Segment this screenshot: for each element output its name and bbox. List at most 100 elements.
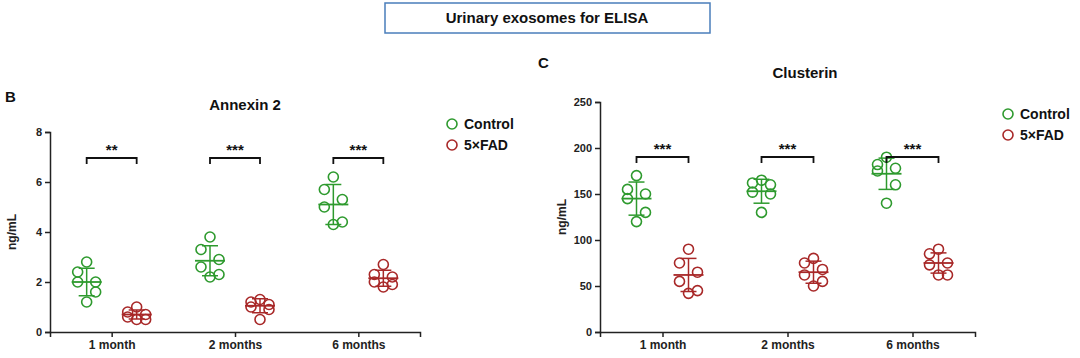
y-axis: 0 50 100 150 200 250 xyxy=(574,96,601,338)
y-axis: 02468 xyxy=(36,126,51,338)
data-point xyxy=(319,185,329,195)
y-tick: 4 xyxy=(36,226,50,238)
mean-line xyxy=(195,260,225,262)
significance-label: *** xyxy=(350,141,368,158)
y-tick-mark xyxy=(595,194,600,196)
error-cap xyxy=(202,275,218,277)
data-point xyxy=(684,244,694,254)
data-point xyxy=(328,172,338,182)
y-tick: 250 xyxy=(574,96,600,108)
data-point xyxy=(337,195,347,205)
y-tick-label: 0 xyxy=(36,326,42,338)
significance-bracket xyxy=(762,157,814,163)
significance: ******** xyxy=(87,141,384,164)
error-cap xyxy=(252,298,268,300)
x-tick-label: 6 months xyxy=(886,338,940,352)
mean-line xyxy=(674,274,704,276)
data-point xyxy=(748,187,758,197)
data-point xyxy=(196,262,206,272)
legend-label: 5×FAD xyxy=(464,137,508,153)
data-point xyxy=(205,232,215,242)
y-tick-label: 6 xyxy=(36,176,42,188)
x-axis-line xyxy=(601,333,976,338)
y-tick-label: 4 xyxy=(36,226,43,238)
y-tick-mark xyxy=(45,232,50,234)
error-cap xyxy=(129,309,145,311)
error-cap xyxy=(879,189,895,191)
data-point xyxy=(800,258,810,268)
error-cap xyxy=(629,214,645,216)
data-point xyxy=(82,257,92,267)
legend-marker xyxy=(447,140,457,150)
data-point xyxy=(925,249,935,259)
y-tick-label: 100 xyxy=(574,234,592,246)
data-point xyxy=(675,276,685,286)
error-cap xyxy=(931,272,947,274)
error-cap xyxy=(325,184,341,186)
y-tick-label: 50 xyxy=(580,280,592,292)
y-axis-title: ng/mL xyxy=(555,199,569,235)
legend-label: Control xyxy=(464,116,514,132)
error-cap xyxy=(681,258,697,260)
data-point xyxy=(378,260,388,270)
x-tick-label: 2 months xyxy=(761,338,815,352)
error-cap xyxy=(375,270,391,272)
x-tick-mark xyxy=(662,332,664,337)
y-tick-mark xyxy=(45,182,50,184)
significance-label: *** xyxy=(779,140,797,157)
error-cap xyxy=(252,312,268,314)
x-tick: 2 months xyxy=(761,332,815,352)
y-axis-line xyxy=(595,103,601,333)
y-tick: 2 xyxy=(36,276,50,288)
y-tick: 200 xyxy=(574,142,600,154)
x-tick-mark xyxy=(235,332,237,337)
significance-bracket xyxy=(637,157,689,163)
x-tick-mark xyxy=(358,332,360,337)
legend-marker xyxy=(1003,130,1013,140)
x-tick-mark xyxy=(111,332,113,337)
significance-bracket xyxy=(887,157,939,163)
y-axis-title: ng/mL xyxy=(5,214,19,250)
data-point xyxy=(255,315,265,325)
mean-line xyxy=(747,190,777,192)
error-cap xyxy=(806,260,822,262)
data-point xyxy=(632,217,642,227)
y-tick-label: 2 xyxy=(36,276,42,288)
y-tick: 150 xyxy=(574,188,600,200)
error-cap xyxy=(681,291,697,293)
y-tick-mark xyxy=(45,282,50,284)
legend-marker xyxy=(1003,109,1013,119)
legend-marker xyxy=(447,119,457,129)
significance-label: *** xyxy=(654,140,672,157)
mean-line xyxy=(72,281,102,283)
error-cap xyxy=(931,252,947,254)
legend-label: 5×FAD xyxy=(1020,127,1064,143)
mean-line xyxy=(245,305,275,307)
y-tick: 0 xyxy=(586,326,600,338)
mean-line xyxy=(318,204,348,206)
x-tick: 1 month xyxy=(89,332,136,352)
y-tick-label: 200 xyxy=(574,142,592,154)
y-tick: 6 xyxy=(36,176,50,188)
mean-line xyxy=(872,173,902,175)
x-axis: 1 month2 months6 months xyxy=(601,332,976,352)
y-tick-mark xyxy=(595,148,600,150)
x-tick-label: 1 month xyxy=(89,338,136,352)
y-tick-label: 250 xyxy=(574,96,592,108)
header-text: Urinary exosomes for ELISA xyxy=(446,9,649,26)
y-axis-line xyxy=(45,133,51,333)
significance-bracket xyxy=(87,158,137,164)
data-point xyxy=(757,207,767,217)
error-cap xyxy=(325,224,341,226)
data-point xyxy=(925,260,935,270)
mean-line xyxy=(622,198,652,200)
x-tick-label: 6 months xyxy=(332,338,386,352)
error-cap xyxy=(202,245,218,247)
error-cap xyxy=(79,295,95,297)
data-point xyxy=(675,258,685,268)
mean-line xyxy=(122,314,152,316)
significance-bracket xyxy=(210,158,260,164)
chart-title: Annexin 2 xyxy=(209,96,281,113)
y-tick-mark xyxy=(595,332,600,334)
significance-bracket xyxy=(333,158,383,164)
